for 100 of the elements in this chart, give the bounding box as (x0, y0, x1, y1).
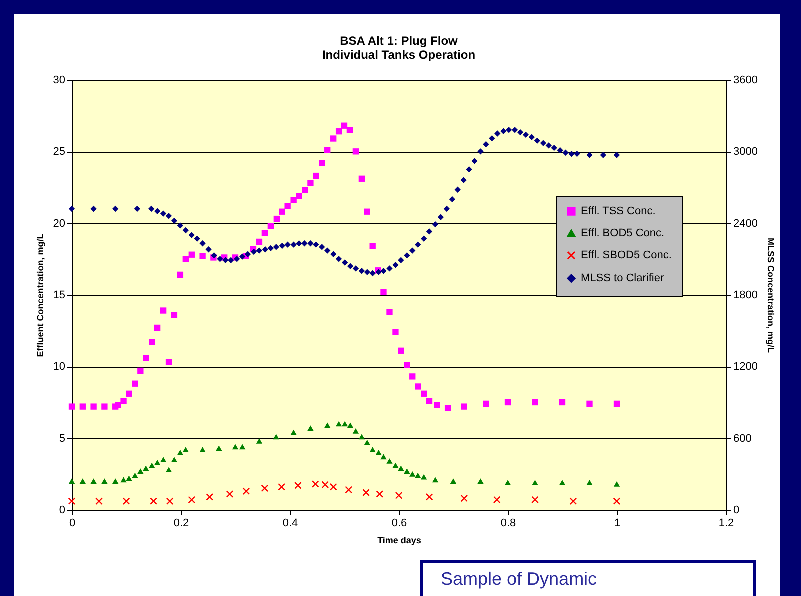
point (132, 472, 138, 478)
point (586, 480, 593, 486)
point (177, 450, 184, 456)
point (386, 458, 393, 464)
point (96, 498, 103, 506)
chart-title: BSA Alt 1: Plug Flow (340, 34, 459, 48)
point (200, 447, 206, 452)
x-tick-label: 0.8 (500, 518, 516, 530)
point (532, 480, 538, 486)
point (216, 446, 222, 452)
legend-label: MLSS to Clarifier (581, 272, 664, 285)
point (460, 494, 468, 502)
y2-axis-title: MLSS Concentration, mg/L (766, 238, 776, 354)
point (312, 480, 320, 488)
point (376, 490, 384, 498)
point (122, 498, 130, 506)
y2-tick-label: 3000 (734, 146, 758, 158)
point (432, 477, 439, 483)
point (352, 428, 360, 434)
point (410, 472, 416, 477)
point (493, 496, 501, 504)
point (154, 460, 161, 466)
y2-tick-label: 1800 (734, 290, 758, 302)
point (226, 490, 234, 498)
point (206, 493, 214, 501)
point (414, 472, 422, 478)
point (614, 482, 620, 487)
point (166, 467, 172, 473)
x-axis-title: Time days (378, 536, 422, 546)
y-tick-label: 10 (53, 361, 66, 374)
point (294, 482, 302, 490)
point (613, 498, 621, 506)
text: Sample of Dynamic (420, 560, 756, 596)
point (364, 440, 370, 446)
point (392, 462, 399, 468)
point (426, 493, 434, 501)
point (120, 477, 127, 483)
point (112, 478, 119, 484)
x-tick-label: 0.4 (282, 518, 298, 530)
point (420, 474, 428, 480)
y-tick-label: 0 (59, 504, 66, 516)
point (138, 468, 144, 474)
legend-label: Effl. SBOD5 Conc. (581, 250, 672, 262)
point (404, 468, 410, 474)
point (242, 488, 250, 496)
point (126, 476, 132, 482)
point (347, 422, 354, 428)
point (171, 457, 178, 462)
point (160, 457, 167, 462)
point (559, 480, 566, 486)
point (478, 478, 484, 484)
point (68, 498, 76, 506)
point (370, 447, 376, 452)
point (273, 434, 280, 440)
point (256, 438, 263, 444)
point (80, 478, 86, 484)
y2-tick-label: 1200 (734, 361, 758, 374)
point (324, 422, 331, 428)
point (102, 478, 108, 484)
point (188, 496, 196, 504)
x-tick-label: 1.2 (718, 518, 734, 530)
point (398, 466, 404, 472)
y2-tick-label: 3600 (734, 74, 758, 86)
point (336, 421, 342, 427)
y-tick-label: 5 (59, 432, 66, 445)
point (345, 486, 353, 494)
point (376, 450, 382, 456)
y-tick-label: 15 (53, 290, 66, 302)
point (90, 478, 97, 484)
x-tick-label: 0.2 (174, 518, 190, 530)
y2-tick-label: 600 (734, 432, 752, 445)
point (232, 444, 239, 450)
point (240, 444, 246, 450)
point (308, 426, 314, 431)
point (358, 434, 366, 440)
y-axis-title: Effluent Concentration, mg/L (35, 233, 46, 358)
point (68, 478, 76, 484)
y-tick-label: 25 (53, 146, 66, 158)
legend-label: Effl. BOD5 Conc. (581, 228, 665, 240)
point (143, 466, 150, 472)
point (450, 478, 457, 484)
point (278, 483, 286, 491)
point (380, 454, 387, 460)
y2-tick-label: 2400 (734, 218, 758, 230)
x-tick-label: 0.6 (392, 518, 408, 530)
x-tick-label: 0 (69, 518, 76, 530)
point (290, 430, 297, 436)
point (149, 462, 156, 468)
point (504, 480, 512, 486)
x-tick-label: 1 (614, 518, 621, 530)
point (362, 489, 370, 496)
point (182, 447, 189, 452)
y2-tick-label: 0 (734, 504, 740, 516)
point (166, 498, 174, 506)
point (532, 496, 539, 504)
y-tick-label: 30 (53, 74, 66, 86)
point (395, 492, 403, 500)
point (570, 498, 578, 506)
y-tick-label: 20 (53, 218, 66, 230)
point (261, 484, 269, 492)
